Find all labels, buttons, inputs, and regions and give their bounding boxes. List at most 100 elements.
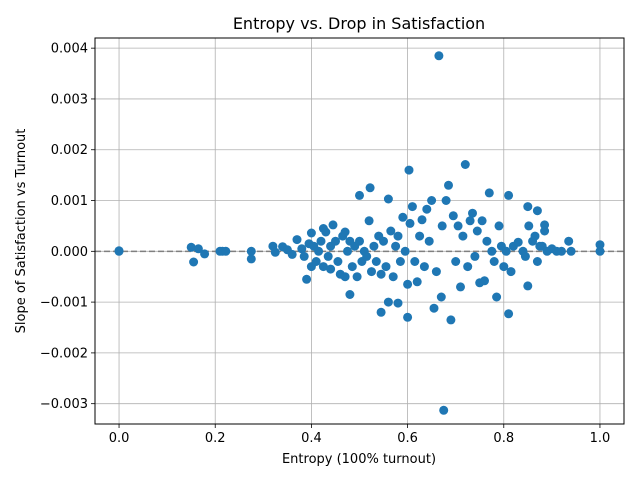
data-point [292,235,302,245]
data-point [369,241,379,251]
data-point [520,251,530,261]
data-point [564,236,574,246]
data-point [436,292,446,302]
data-point [499,262,509,272]
data-point [422,204,432,214]
data-point [431,267,441,277]
data-point [376,307,386,317]
y-tick-label: 0.001 [51,194,88,209]
data-point [386,226,396,236]
data-point [352,272,362,282]
x-axis-ticks: 0.0 0.2 0.4 0.6 0.8 1.0 [109,424,611,446]
data-point [595,240,605,250]
data-point [328,220,338,230]
data-point [306,228,316,238]
y-tick-label: 0.003 [51,92,88,107]
x-tick-label: 0.2 [205,431,226,446]
data-point [393,231,403,241]
data-point [477,216,487,226]
data-point [451,257,461,266]
data-point [463,262,473,272]
data-point [364,216,374,226]
data-point [347,262,357,272]
y-tick-label: −0.002 [40,346,88,361]
data-point [456,282,465,292]
data-point [114,246,124,256]
data-point [365,183,375,193]
data-point [403,312,413,322]
data-point [434,51,444,61]
data-point [367,267,376,277]
data-point [494,221,504,231]
data-point [395,257,405,266]
data-point [453,221,463,231]
data-point [376,269,386,279]
data-point [465,216,475,226]
data-point [326,264,336,274]
data-point [501,246,511,256]
data-point [417,215,427,225]
y-tick-label: 0.000 [51,245,88,260]
data-point [492,292,502,302]
x-tick-label: 1.0 [590,431,611,446]
data-point [393,298,403,308]
data-point [299,251,309,261]
data-point [441,196,451,205]
data-point [523,281,533,291]
data-point [331,236,340,246]
y-tick-label: −0.003 [40,397,88,412]
data-point [355,236,364,246]
data-point [458,231,468,241]
data-point [412,277,422,287]
data-point [383,297,393,307]
data-point [221,246,231,256]
data-point [321,227,331,237]
data-point [340,272,350,282]
data-point [448,211,458,221]
data-point [287,249,297,259]
data-point [246,254,256,264]
data-point [415,231,425,241]
x-tick-label: 0.8 [493,431,514,446]
data-point [419,262,429,272]
data-point [460,160,470,169]
data-point [186,242,196,252]
data-point [311,257,321,266]
data-point [193,244,203,254]
data-point [439,405,449,415]
data-point [323,251,333,261]
y-tick-label: 0.004 [51,42,88,57]
data-point [270,247,280,257]
data-point [340,227,350,237]
data-point [189,257,199,267]
x-tick-label: 0.4 [301,431,322,446]
plot-frame [94,37,625,425]
data-point [398,212,408,222]
data-point [480,276,489,286]
data-point [595,246,605,256]
chart-title: Entropy vs. Drop in Satisfaction [233,14,485,33]
data-point [470,251,480,261]
data-point [540,226,550,236]
data-point [444,180,453,190]
data-point [427,196,437,205]
data-point [381,262,391,272]
data-point [379,236,388,246]
data-point [472,226,482,236]
data-point [524,221,534,231]
data-point [297,244,307,254]
data-point [200,249,210,259]
data-point [504,309,514,319]
data-point [333,257,343,266]
data-point [388,272,398,282]
data-point [316,236,326,246]
y-tick-label: −0.001 [40,296,88,311]
data-point [504,190,514,200]
data-point [532,257,542,266]
data-point [484,188,494,198]
data-point [468,208,477,218]
data-point [407,202,417,212]
data-point [302,274,312,284]
data-point [482,236,492,246]
data-point [523,202,533,212]
